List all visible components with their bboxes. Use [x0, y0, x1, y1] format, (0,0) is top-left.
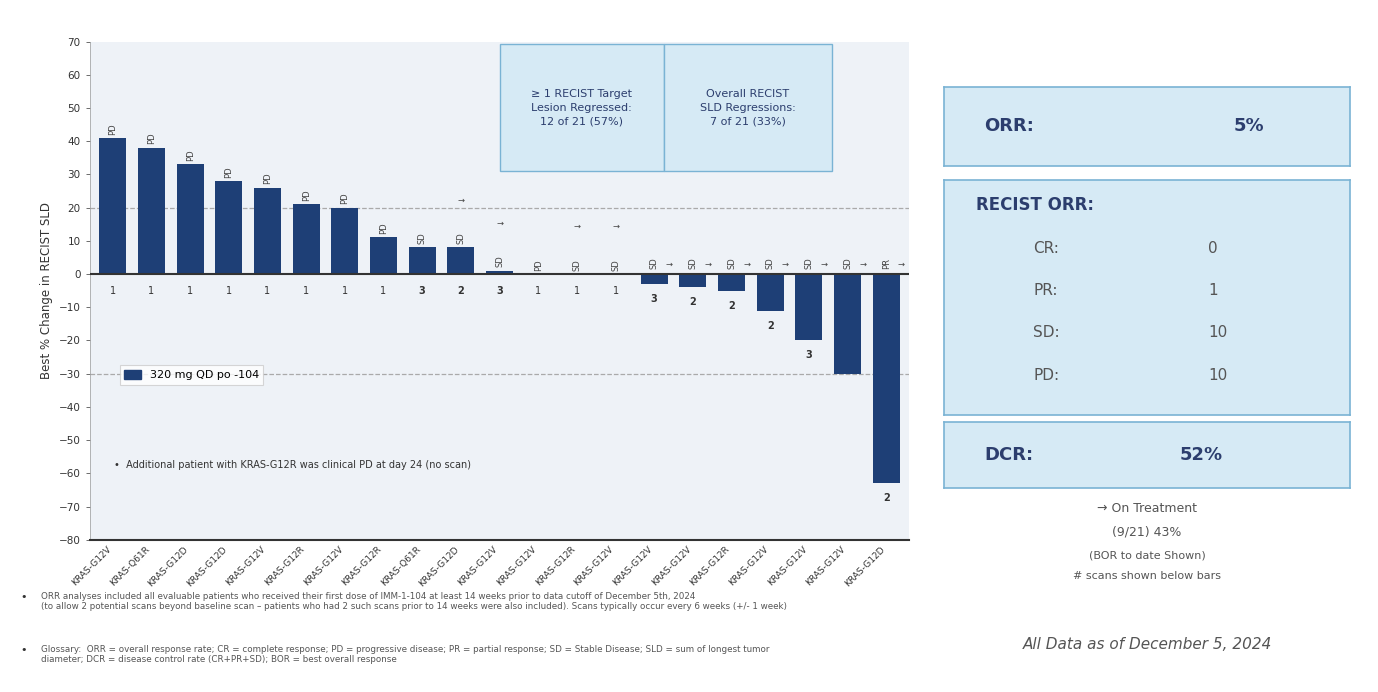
Text: All Data as of December 5, 2024: All Data as of December 5, 2024: [1022, 637, 1272, 652]
Text: →: →: [704, 260, 711, 269]
Text: →: →: [820, 260, 828, 269]
Bar: [679, 274, 707, 287]
Text: (9/21) 43%: (9/21) 43%: [1112, 526, 1182, 539]
Text: PD: PD: [263, 173, 271, 184]
Bar: [795, 274, 823, 340]
Text: PD: PD: [340, 192, 350, 204]
Y-axis label: Best % Change in RECIST SLD: Best % Change in RECIST SLD: [40, 202, 54, 379]
Text: 1: 1: [303, 286, 309, 295]
Text: →: →: [781, 260, 788, 269]
Bar: [292, 204, 320, 274]
Text: PD: PD: [109, 123, 117, 134]
Bar: [486, 271, 513, 274]
Text: 1: 1: [1209, 283, 1218, 298]
Bar: [448, 248, 474, 274]
Text: PD: PD: [379, 223, 389, 234]
Bar: [718, 274, 745, 291]
Text: CR:: CR:: [1034, 241, 1060, 255]
Text: 52%: 52%: [1180, 446, 1222, 464]
Text: (BOR to date Shown): (BOR to date Shown): [1089, 550, 1206, 560]
Text: →: →: [612, 222, 619, 231]
Text: SD: SD: [649, 257, 659, 269]
Text: 3: 3: [419, 286, 426, 295]
Text: 3: 3: [806, 350, 812, 361]
Text: 1: 1: [187, 286, 193, 295]
Text: RECIST ORR:: RECIST ORR:: [977, 197, 1094, 215]
Text: 10: 10: [1209, 325, 1228, 340]
Text: DCR:: DCR:: [984, 446, 1034, 464]
Text: 2: 2: [457, 286, 464, 295]
Legend: 320 mg QD po -104: 320 mg QD po -104: [120, 365, 263, 385]
Text: 2: 2: [728, 300, 734, 311]
Bar: [215, 181, 243, 274]
Bar: [254, 188, 281, 274]
FancyBboxPatch shape: [499, 44, 664, 171]
Text: →: →: [898, 260, 905, 269]
Text: Overall RECIST
SLD Regressions:
7 of 21 (33%): Overall RECIST SLD Regressions: 7 of 21 …: [700, 89, 795, 127]
Text: SD: SD: [728, 257, 736, 269]
Bar: [409, 248, 435, 274]
Text: PD: PD: [533, 259, 543, 271]
Text: SD: SD: [572, 259, 582, 271]
Bar: [834, 274, 861, 374]
Text: PD:: PD:: [1034, 367, 1060, 383]
Text: PD: PD: [186, 149, 194, 161]
Text: SD: SD: [843, 257, 852, 269]
Text: SD: SD: [610, 259, 620, 271]
Bar: [369, 237, 397, 274]
Bar: [331, 208, 358, 274]
Text: 2: 2: [768, 320, 773, 331]
Text: 2: 2: [883, 493, 890, 503]
Text: 3: 3: [496, 286, 503, 295]
Text: •  Additional patient with KRAS-G12R was clinical PD at day 24 (no scan): • Additional patient with KRAS-G12R was …: [114, 460, 471, 470]
Text: SD:: SD:: [1034, 325, 1060, 340]
Text: →: →: [573, 222, 580, 231]
Text: 0: 0: [1209, 241, 1218, 255]
Text: 1: 1: [342, 286, 347, 295]
Text: ORR:: ORR:: [984, 117, 1035, 136]
Text: 1: 1: [612, 286, 619, 295]
Text: SD: SD: [766, 257, 774, 269]
Text: PR: PR: [882, 258, 890, 269]
Text: 1: 1: [265, 286, 270, 295]
Text: →: →: [496, 219, 503, 228]
Bar: [641, 274, 668, 284]
Text: # scans shown below bars: # scans shown below bars: [1073, 571, 1221, 581]
Text: PD: PD: [147, 133, 156, 145]
Text: PD: PD: [302, 190, 310, 201]
Text: ≥ 1 RECIST Target
Lesion Regressed:
12 of 21 (57%): ≥ 1 RECIST Target Lesion Regressed: 12 o…: [531, 89, 633, 127]
Text: ORR analyses included all evaluable patients who received their first dose of IM: ORR analyses included all evaluable pati…: [41, 592, 787, 611]
Text: 3: 3: [650, 294, 657, 304]
Text: →: →: [457, 195, 464, 204]
Text: →: →: [860, 260, 867, 269]
Text: PD: PD: [225, 166, 233, 178]
Text: SD: SD: [805, 257, 813, 269]
Text: 1: 1: [573, 286, 580, 295]
Bar: [99, 138, 127, 274]
Text: •: •: [21, 592, 28, 601]
Text: → On Treatment: → On Treatment: [1097, 502, 1197, 515]
Text: SD: SD: [456, 233, 466, 244]
Bar: [757, 274, 784, 311]
Text: 1: 1: [226, 286, 232, 295]
Text: 10: 10: [1209, 367, 1228, 383]
Text: →: →: [666, 260, 672, 269]
Text: 1: 1: [149, 286, 154, 295]
Text: 2: 2: [689, 298, 696, 307]
Text: •: •: [21, 645, 28, 655]
Text: 1: 1: [380, 286, 387, 295]
FancyBboxPatch shape: [664, 44, 831, 171]
Text: 5%: 5%: [1233, 117, 1264, 136]
Text: →: →: [743, 260, 750, 269]
Text: 1: 1: [535, 286, 542, 295]
Bar: [176, 165, 204, 274]
Text: SD: SD: [495, 255, 504, 267]
Text: PR:: PR:: [1034, 283, 1058, 298]
Bar: [138, 148, 165, 274]
Text: Glossary:  ORR = overall response rate; CR = complete response; PD = progressive: Glossary: ORR = overall response rate; C…: [41, 645, 770, 664]
Text: SD: SD: [418, 233, 427, 244]
Bar: [872, 274, 900, 483]
Text: 1: 1: [110, 286, 116, 295]
Text: SD: SD: [689, 257, 697, 269]
